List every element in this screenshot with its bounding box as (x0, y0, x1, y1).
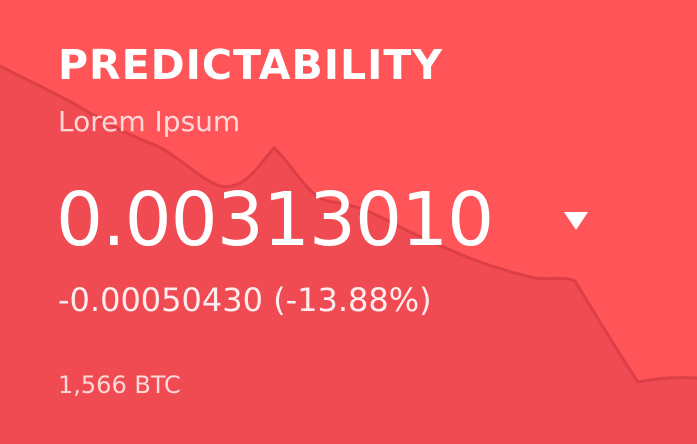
triangle-down-icon (564, 212, 588, 230)
volume-value: 1,566 BTC (58, 371, 181, 399)
chart-line (0, 64, 697, 384)
price-change: -0.00050430 (-13.88%) (58, 281, 432, 319)
price-value: 0.00313010 (56, 177, 494, 263)
card-title: PREDICTABILITY (58, 41, 444, 89)
card-subtitle: Lorem Ipsum (58, 105, 241, 138)
chart-area (0, 66, 697, 444)
